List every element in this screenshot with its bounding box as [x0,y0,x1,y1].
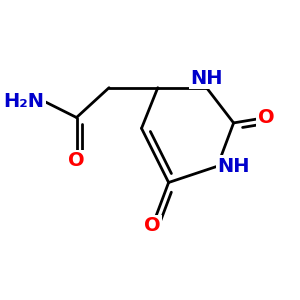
Text: O: O [144,216,161,235]
Text: O: O [68,151,85,170]
Text: O: O [258,108,274,127]
Text: H₂N: H₂N [3,92,44,111]
Text: NH: NH [190,69,223,88]
Text: NH: NH [218,157,250,176]
